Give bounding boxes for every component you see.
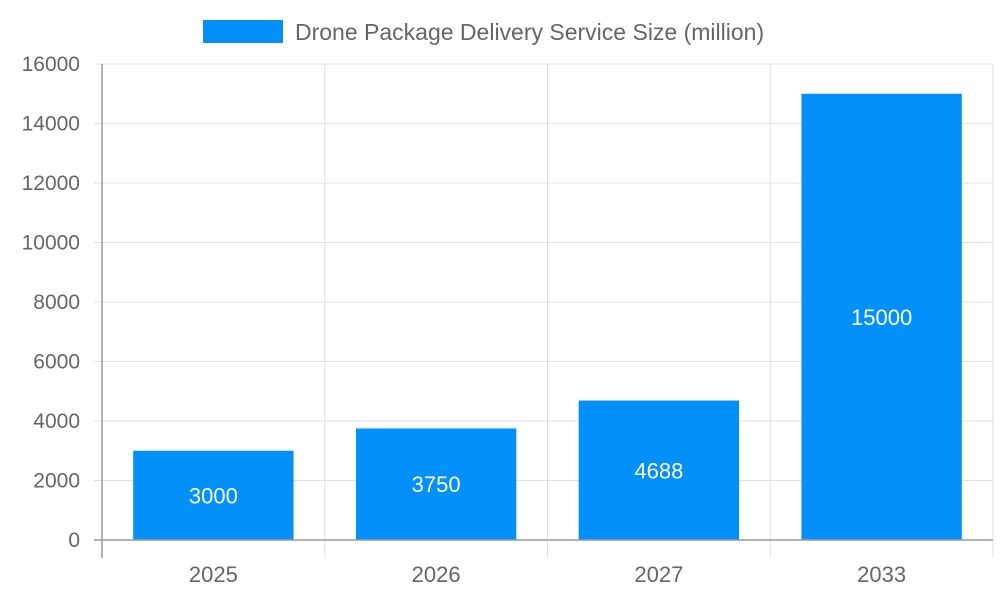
y-tick-label: 10000	[22, 232, 80, 255]
y-tick-label: 0	[68, 529, 80, 552]
x-tick-label: 2033	[857, 562, 906, 587]
bar-2033	[801, 93, 962, 540]
y-tick-label: 16000	[22, 53, 80, 76]
bars: 3000 3750 4688 15000	[133, 93, 962, 540]
legend-label: Drone Package Delivery Service Size (mil…	[295, 19, 764, 45]
y-tick-label: 8000	[33, 291, 80, 314]
y-tick-label: 6000	[33, 351, 80, 374]
legend: Drone Package Delivery Service Size (mil…	[203, 19, 764, 45]
gridlines	[94, 63, 994, 558]
bar-2027	[578, 400, 740, 540]
data-label: 15000	[851, 305, 912, 330]
data-label: 3750	[412, 472, 461, 497]
x-tick-label: 2026	[412, 562, 461, 587]
data-label: 3000	[189, 483, 238, 508]
y-tick-label: 2000	[33, 470, 80, 493]
x-tick-label: 2025	[189, 562, 238, 587]
x-tick-label: 2027	[634, 562, 683, 587]
y-tick-label: 12000	[22, 172, 80, 195]
axes: 0 2000 4000 6000 8000 10000 12000 14000 16000 202…	[22, 53, 993, 587]
bar-2026	[355, 428, 517, 540]
y-tick-label: 4000	[33, 410, 80, 433]
bar-2025	[133, 450, 294, 540]
legend-swatch	[203, 20, 283, 43]
data-label: 4688	[634, 458, 683, 483]
y-tick-label: 14000	[22, 113, 80, 136]
